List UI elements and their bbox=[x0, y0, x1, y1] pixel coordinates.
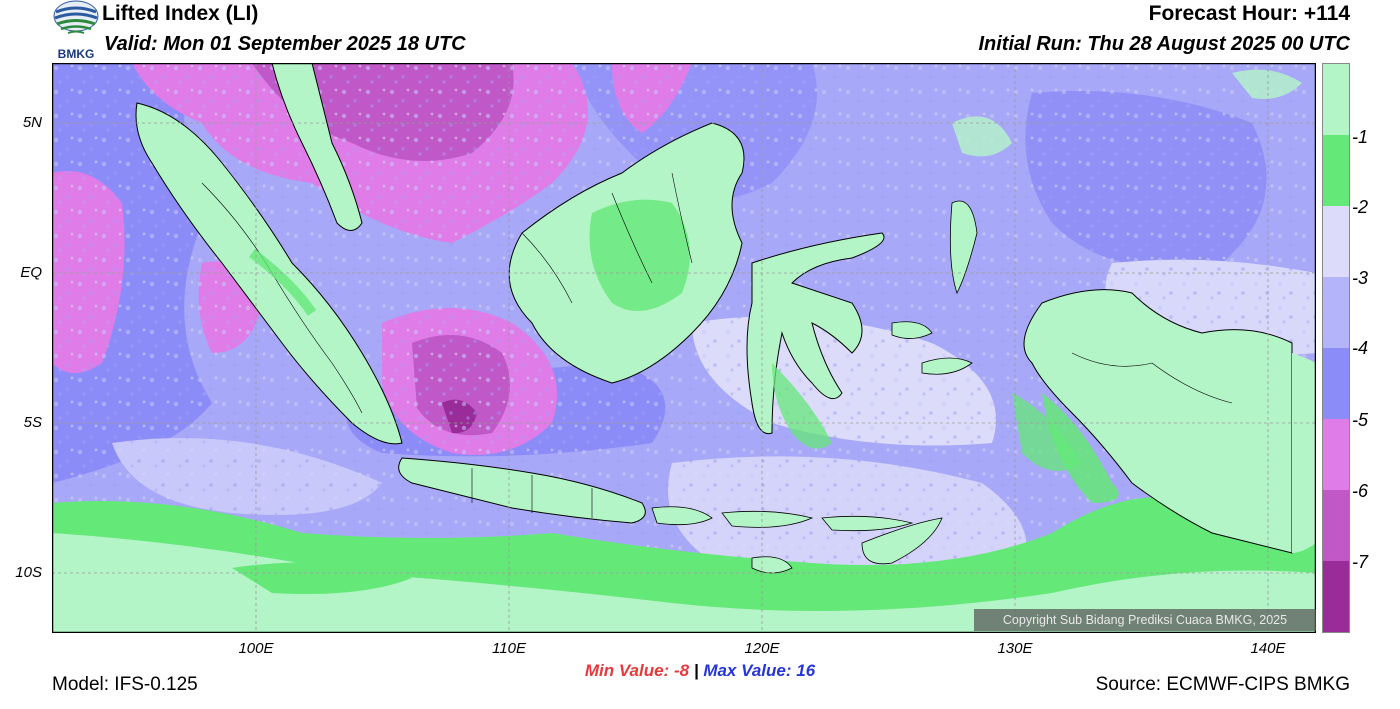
copyright-notice: Copyright Sub Bidang Prediksi Cuaca BMKG… bbox=[974, 609, 1316, 631]
valid-time: Valid: Mon 01 September 2025 18 UTC bbox=[104, 33, 466, 55]
lon-label-140e: 140E bbox=[1250, 640, 1286, 657]
malay-peninsula bbox=[271, 63, 363, 231]
lat-label-eq: EQ bbox=[20, 264, 42, 281]
min-label: Min Value: bbox=[584, 661, 670, 680]
colorbar-segment bbox=[1323, 348, 1349, 419]
timor bbox=[861, 517, 943, 565]
colorbar-label-minus2: -2 bbox=[1352, 197, 1369, 217]
lon-label-120e: 120E bbox=[744, 640, 780, 657]
bmkg-logo: BMKG bbox=[53, 0, 99, 61]
initial-run: Initial Run: Thu 28 August 2025 00 UTC bbox=[978, 33, 1350, 55]
logo-text: BMKG bbox=[58, 47, 95, 61]
colorbar-segment bbox=[1323, 561, 1349, 632]
stats-separator: | bbox=[693, 661, 699, 680]
colorbar-segment bbox=[1323, 419, 1349, 490]
colorbar-label-minus6: -6 bbox=[1352, 481, 1369, 501]
lat-label-10s: 10S bbox=[15, 564, 42, 581]
colorbar-label-minus4: -4 bbox=[1352, 338, 1369, 358]
colorbar-segment bbox=[1323, 277, 1349, 348]
lat-label-5n: 5N bbox=[22, 114, 42, 131]
map-gridlines bbox=[52, 63, 1316, 633]
java bbox=[398, 457, 646, 524]
source-label: Source: ECMWF-CIPS BMKG bbox=[1095, 674, 1350, 695]
colorbar bbox=[1322, 63, 1350, 633]
model-label: Model: IFS-0.125 bbox=[52, 674, 198, 695]
papua bbox=[1023, 289, 1293, 554]
lon-label-130e: 130E bbox=[997, 640, 1033, 657]
colorbar-label-minus3: -3 bbox=[1352, 268, 1369, 288]
max-label: Max Value: bbox=[703, 661, 792, 680]
colorbar-label-minus1: -1 bbox=[1352, 127, 1369, 147]
min-value: -8 bbox=[673, 661, 690, 680]
lat-label-5s: 5S bbox=[23, 414, 42, 431]
colorbar-segment bbox=[1323, 64, 1349, 135]
colorbar-segment bbox=[1323, 135, 1349, 206]
colorbar-label-minus5: -5 bbox=[1352, 410, 1369, 430]
min-max-values: Min Value: -8 | Max Value: 16 bbox=[0, 661, 1400, 681]
colorbar-segment bbox=[1323, 206, 1349, 277]
sulawesi bbox=[746, 232, 885, 435]
colorbar-segment bbox=[1323, 490, 1349, 561]
lon-label-100e: 100E bbox=[238, 640, 274, 657]
forecast-hour: Forecast Hour: +114 bbox=[1148, 2, 1350, 25]
colorbar-label-minus7: -7 bbox=[1352, 552, 1369, 572]
map-title: Lifted Index (LI) bbox=[102, 2, 259, 25]
lon-label-110e: 110E bbox=[492, 640, 526, 657]
lifted-index-map bbox=[52, 63, 1316, 633]
max-value: 16 bbox=[796, 661, 816, 680]
